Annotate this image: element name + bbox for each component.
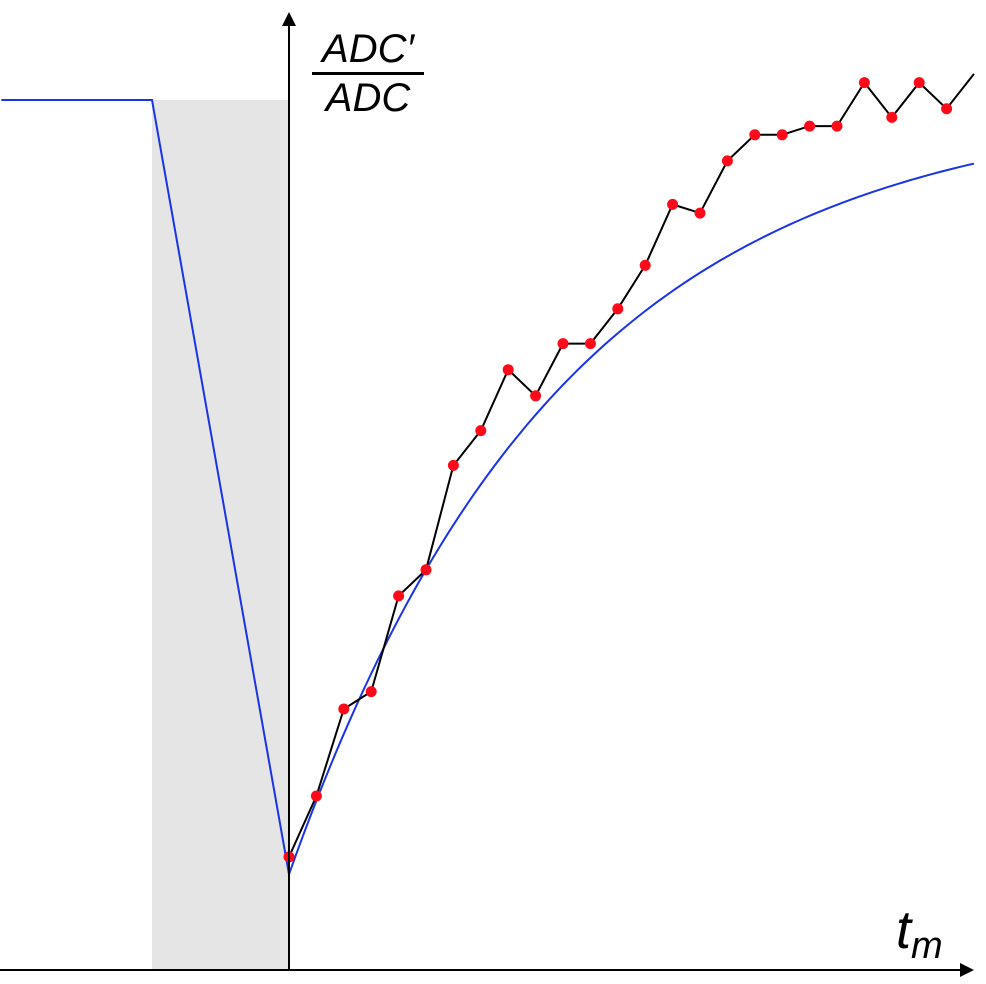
y-axis-label-fraction-bar	[312, 72, 424, 75]
measured-point	[584, 338, 596, 350]
measured-point	[310, 790, 322, 802]
measured-point	[612, 303, 624, 315]
y-axis-arrowhead	[282, 12, 296, 26]
measured-point	[475, 425, 487, 437]
x-axis-arrowhead	[960, 963, 974, 977]
measured-point	[557, 338, 569, 350]
measured-point	[365, 686, 377, 698]
y-axis-label-numerator: ADC′	[322, 27, 414, 71]
measured-point	[502, 364, 514, 376]
x-axis-label-subscript: m	[911, 925, 943, 967]
measured-point	[721, 155, 733, 167]
measured-series-line	[288, 73, 975, 858]
measured-point	[749, 129, 761, 141]
x-axis-label-main: t	[896, 900, 912, 960]
y-axis-label-denominator: ADC	[325, 76, 411, 120]
measured-point	[667, 198, 679, 210]
measured-point	[447, 459, 459, 471]
measured-point	[858, 77, 870, 89]
measured-point	[338, 703, 350, 715]
measured-point	[831, 120, 843, 132]
y-axis-label: ADC′ ADC	[312, 28, 424, 119]
measured-point	[639, 259, 651, 271]
measured-point	[913, 77, 925, 89]
x-axis-label: tm	[896, 900, 943, 967]
baseline-series-line	[1, 99, 290, 875]
measured-point	[694, 207, 706, 219]
measured-points	[283, 77, 953, 863]
measured-point	[804, 120, 816, 132]
measured-point	[886, 111, 898, 123]
measured-point	[393, 590, 405, 602]
measured-point	[941, 103, 953, 115]
measured-point	[420, 564, 432, 576]
shaded-region	[152, 100, 289, 970]
fit-series-line	[288, 162, 975, 875]
measured-point	[530, 390, 542, 402]
measured-point	[776, 129, 788, 141]
